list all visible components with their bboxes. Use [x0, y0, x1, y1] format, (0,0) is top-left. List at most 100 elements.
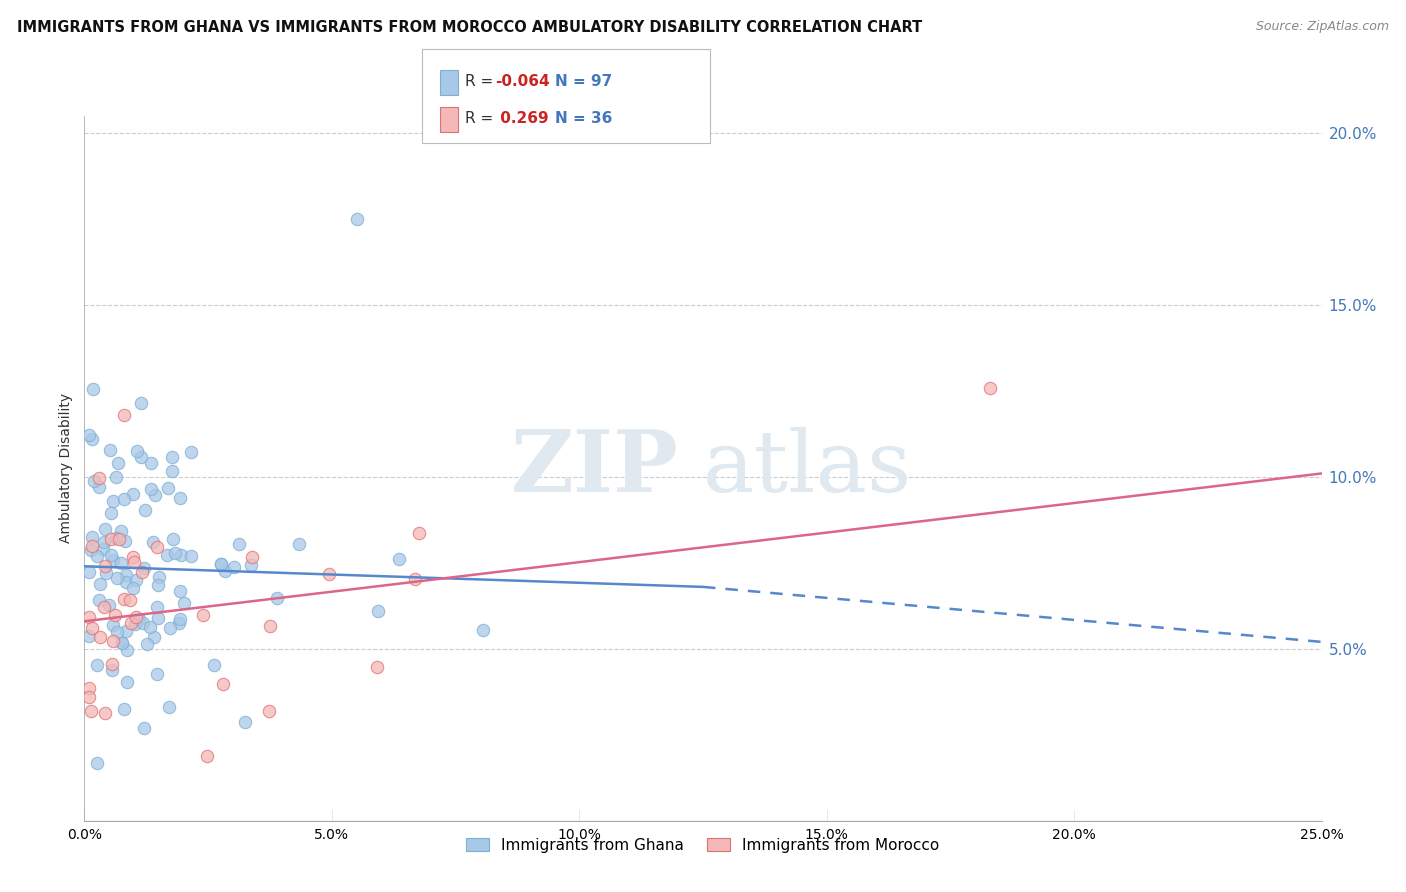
Point — [132, 721, 155, 735]
Point — [80, 530, 103, 544]
Point — [195, 749, 218, 764]
Point — [163, 546, 186, 560]
Point — [115, 567, 138, 582]
Point — [318, 566, 340, 581]
Point — [79, 690, 101, 705]
Point — [129, 450, 152, 464]
Point — [80, 542, 103, 557]
Point — [128, 612, 150, 626]
Point — [472, 623, 495, 637]
Text: N = 36: N = 36 — [555, 111, 613, 126]
Point — [101, 617, 124, 632]
Point — [101, 663, 124, 677]
Point — [80, 704, 103, 718]
Point — [212, 676, 235, 690]
Point — [180, 445, 202, 459]
Point — [367, 604, 389, 618]
Point — [115, 642, 138, 657]
Point — [111, 636, 134, 650]
Point — [104, 470, 127, 484]
Point — [110, 524, 132, 538]
Point — [104, 531, 127, 545]
Point — [193, 608, 215, 623]
Point — [122, 582, 145, 596]
Point — [89, 592, 111, 607]
Point — [110, 556, 132, 570]
Point — [122, 555, 145, 569]
Point — [124, 617, 146, 632]
Point — [94, 522, 117, 536]
Point — [214, 564, 236, 578]
Legend: Immigrants from Ghana, Immigrants from Morocco: Immigrants from Ghana, Immigrants from M… — [460, 831, 946, 859]
Point — [89, 630, 111, 644]
Point — [979, 380, 1001, 394]
Point — [222, 560, 245, 574]
Point — [160, 464, 183, 478]
Point — [89, 471, 111, 485]
Point — [388, 552, 411, 566]
Point — [134, 560, 156, 574]
Point — [114, 591, 136, 606]
Point — [111, 635, 134, 649]
Text: R =: R = — [465, 111, 499, 126]
Point — [127, 444, 149, 458]
Point — [80, 433, 103, 447]
Text: N = 97: N = 97 — [555, 74, 613, 89]
Point — [108, 532, 131, 546]
Point — [136, 637, 159, 651]
Point — [112, 408, 135, 422]
Point — [79, 566, 101, 580]
Text: IMMIGRANTS FROM GHANA VS IMMIGRANTS FROM MOROCCO AMBULATORY DISABILITY CORRELATI: IMMIGRANTS FROM GHANA VS IMMIGRANTS FROM… — [17, 20, 922, 35]
Point — [157, 699, 180, 714]
Point — [202, 657, 225, 672]
Point — [139, 619, 162, 633]
Point — [114, 624, 136, 639]
Point — [83, 475, 105, 489]
Point — [173, 597, 195, 611]
Point — [146, 666, 169, 681]
Point — [93, 559, 115, 574]
Point — [156, 482, 179, 496]
Point — [170, 548, 193, 562]
Point — [141, 456, 163, 470]
Point — [120, 593, 142, 607]
Point — [155, 548, 177, 562]
Point — [105, 625, 128, 640]
Point — [112, 701, 135, 715]
Point — [240, 550, 263, 565]
Point — [86, 549, 108, 563]
Point — [79, 681, 101, 696]
Point — [169, 584, 191, 599]
Point — [94, 706, 117, 721]
Point — [143, 631, 166, 645]
Point — [114, 575, 136, 590]
Point — [93, 542, 115, 557]
Point — [93, 534, 115, 549]
Point — [211, 557, 233, 571]
Point — [162, 532, 184, 546]
Point — [86, 756, 108, 771]
Point — [125, 574, 148, 588]
Point — [82, 382, 104, 396]
Point — [266, 591, 288, 605]
Point — [101, 634, 124, 648]
Point — [239, 558, 262, 572]
Point — [98, 443, 121, 458]
Y-axis label: Ambulatory Disability: Ambulatory Disability — [59, 393, 73, 543]
Point — [93, 600, 115, 615]
Point — [366, 660, 388, 674]
Point — [142, 535, 165, 549]
Point — [100, 548, 122, 562]
Point — [86, 657, 108, 672]
Point — [346, 212, 368, 227]
Point — [104, 607, 127, 622]
Point — [148, 570, 170, 584]
Point — [228, 537, 250, 551]
Point — [408, 525, 430, 540]
Point — [404, 572, 426, 586]
Text: 0.269: 0.269 — [495, 111, 548, 126]
Point — [101, 494, 124, 508]
Point — [169, 491, 191, 505]
Point — [114, 534, 136, 549]
Point — [160, 450, 183, 464]
